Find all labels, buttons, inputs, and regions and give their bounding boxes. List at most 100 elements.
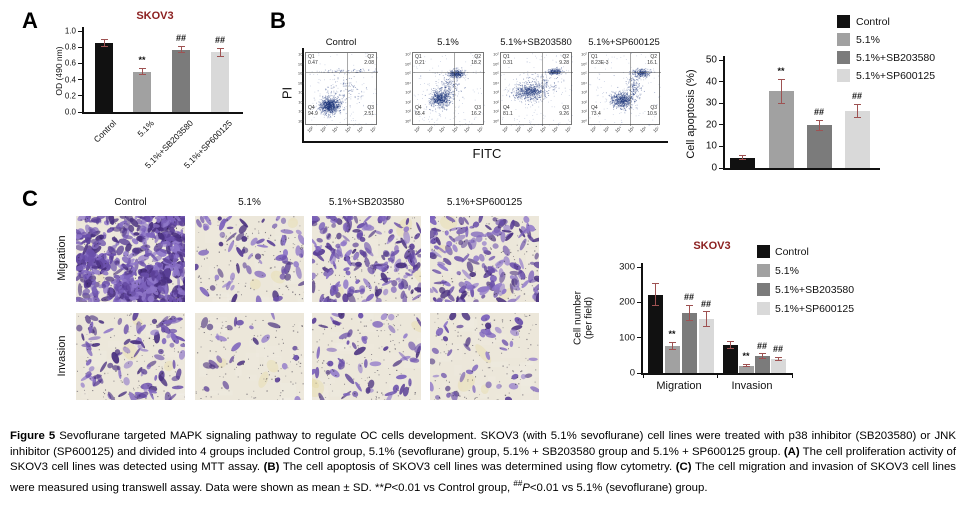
flow-x-tick-label: 10⁷: [652, 125, 661, 134]
chart-b-bar-3: [844, 110, 870, 168]
flow-y-tick-label: 10⁴: [580, 80, 587, 86]
flow-y-tick-label: 10⁶: [297, 61, 304, 67]
error-bar-cap-top: [651, 282, 659, 284]
flow-x-tick-label: 10³: [601, 125, 611, 134]
error-bar-cap-bottom: [702, 325, 710, 327]
flow-x-tick-label: 10³: [318, 125, 328, 134]
error-bar-line: [729, 341, 731, 349]
error-bar-line: [777, 357, 779, 361]
chart-b-x-axis: [723, 168, 880, 170]
error-bar-cap-bottom: [668, 348, 676, 350]
chart-b-bar-0: [729, 157, 755, 168]
quadrant-q4-value: 73.4: [591, 111, 601, 117]
chart-b-y-tick-label: 10: [705, 140, 717, 152]
flow-y-tick-label: 10²: [581, 99, 587, 105]
chart-b-y-tick-label: 0: [711, 162, 717, 174]
quadrant-q2-label: Q2: [650, 54, 657, 60]
transwell-column-header-3: 5.1%+SP600125: [446, 197, 523, 208]
error-bar-cap-top: [177, 45, 185, 47]
quadrant-q1-value: 8.23E-3: [591, 60, 609, 66]
error-bar-line: [219, 48, 221, 57]
flow-y-tick-label: 10⁷: [298, 51, 304, 57]
transwell-canvas: [312, 313, 421, 400]
quadrant-q4-value: 94.9: [308, 111, 318, 117]
error-bar-cap-bottom: [742, 366, 750, 368]
chart-b-bar-2: [806, 125, 832, 168]
error-bar-cap-bottom: [216, 55, 224, 57]
panel-a-label: A: [22, 8, 38, 33]
chart-a-title: SKOV3: [136, 10, 174, 22]
transwell-column-header-0: Control: [114, 197, 147, 208]
chart-c-group-label: Migration: [656, 380, 702, 392]
quadrant-q1-value: 0.31: [503, 60, 513, 66]
flow-y-tick-label: 10²: [493, 99, 499, 105]
panel-c-label: C: [22, 186, 38, 211]
chart-c-ylabel-line1: Cell number: [572, 291, 584, 345]
caption-segment: (B): [263, 461, 280, 474]
error-bar-line: [654, 283, 656, 306]
flow-x-tick-label: 10⁷: [476, 125, 485, 134]
chart-c-y-tick: [637, 337, 641, 339]
error-bar-line: [103, 39, 105, 47]
chart-b-legend-swatch: [837, 51, 850, 64]
error-bar-cap-bottom: [651, 305, 659, 307]
flow-y-tick-label: 10⁷: [493, 51, 499, 57]
chart-c-bar-1: [664, 345, 680, 373]
flow-y-tick-label: 10⁰: [404, 118, 411, 124]
quadrant-q3-label: Q3: [474, 105, 481, 111]
chart-a-y-tick: [78, 46, 82, 48]
flow-x-tick-label: 10²: [413, 125, 422, 134]
flow-x-tick-label: 10⁴: [331, 125, 340, 134]
chart-b-y-tick-label: 40: [705, 76, 717, 88]
flow-scatter-canvas: [413, 53, 485, 126]
flow-y-tick-label: 10⁵: [404, 70, 411, 76]
flow-x-tick-label: 10²: [501, 125, 510, 134]
flow-x-tick-label: 10⁵: [538, 125, 548, 134]
chart-c-y-tick-label: 100: [619, 332, 635, 344]
chart-b-y-tick-label: 50: [705, 54, 717, 66]
flow-y-tick-label: 10⁵: [580, 70, 587, 76]
flow-y-tick-label: 10³: [298, 89, 304, 95]
flow-plot-title-2: 5.1%+SB203580: [500, 37, 572, 48]
flow-x-tick-label: 10⁶: [639, 125, 648, 134]
flow-x-tick-label: 10⁷: [369, 125, 378, 134]
quadrant-q2-value: 16.1: [647, 60, 657, 66]
error-bar-cap-top: [100, 39, 108, 41]
chart-c-ylabel: Cell number (per field): [572, 291, 595, 345]
error-bar-cap-top: [815, 119, 823, 121]
flow-y-tick-label: 10¹: [405, 108, 411, 114]
chart-c-bar-6: [754, 356, 770, 373]
flow-plot-title-3: 5.1%+SP600125: [588, 37, 660, 48]
transwell-image-invasion-1: [195, 313, 304, 400]
error-bar-cap-bottom: [853, 116, 861, 118]
quadrant-q2-label: Q2: [474, 54, 481, 60]
chart-c-bar-7: [770, 359, 786, 373]
quadrant-q4-label: Q4: [591, 105, 598, 111]
flow-y-tick-label: 10⁴: [404, 80, 411, 86]
transwell-canvas: [430, 216, 539, 302]
quadrant-q4-label: Q4: [503, 105, 510, 111]
chart-a-x-category-label: 5.1%: [135, 118, 157, 139]
error-bar-cap-top: [702, 311, 710, 313]
flow-x-tick-label: 10⁴: [438, 125, 447, 134]
chart-c-x-tick: [717, 375, 718, 378]
significance-annotation: ##: [214, 35, 225, 45]
chart-b-y-tick-label: 30: [705, 97, 717, 109]
quadrant-q1-label: Q1: [503, 54, 510, 60]
chart-a-y-tick: [78, 79, 82, 81]
chart-a-x-axis: [82, 112, 243, 114]
flow-y-tick-label: 10¹: [581, 108, 587, 114]
chart-b-y-tick: [719, 102, 723, 104]
quadrant-q3-label: Q3: [650, 105, 657, 111]
flow-y-tick-label: 10⁴: [297, 80, 304, 86]
error-bar-line: [780, 79, 782, 104]
error-bar-line: [741, 155, 743, 160]
error-bar-cap-bottom: [726, 347, 734, 349]
chart-b-y-tick: [719, 145, 723, 147]
quadrant-q4-label: Q4: [415, 105, 422, 111]
flow-y-tick-label: 10⁷: [405, 51, 411, 57]
flow-x-tick-label: 10⁶: [463, 125, 472, 134]
chart-a-y-tick-label: 0.0: [64, 107, 76, 117]
quadrant-q3-value: 2.51: [364, 111, 374, 117]
